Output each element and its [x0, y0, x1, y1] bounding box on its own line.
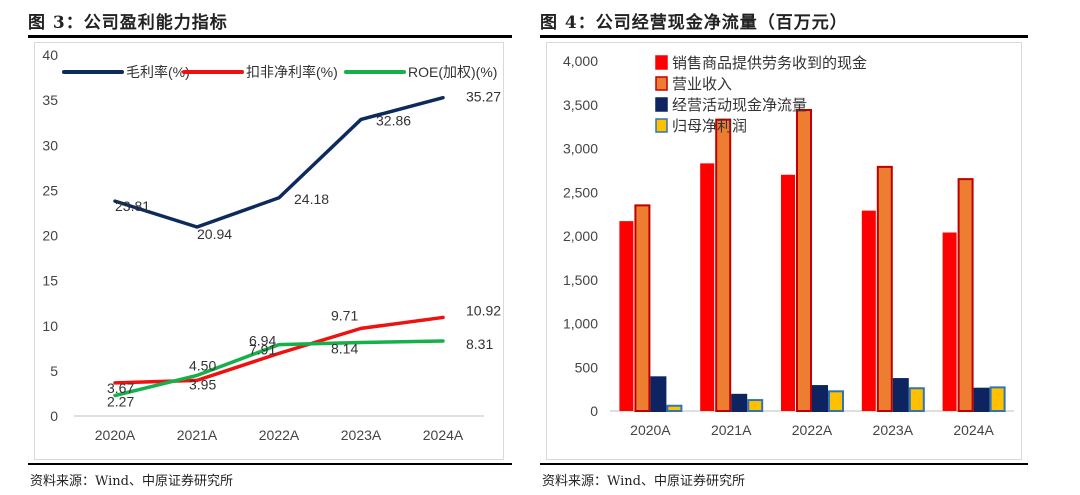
- bar: [715, 118, 732, 412]
- bar: [731, 393, 748, 412]
- left-top-rule: [28, 35, 512, 38]
- y-tick-label: 2,500: [563, 184, 598, 200]
- y-tick-label: 10: [42, 318, 58, 334]
- data-label: 2.27: [107, 394, 134, 410]
- y-tick-label: 20: [42, 228, 58, 244]
- data-label: 9.71: [331, 307, 358, 323]
- bar: [619, 221, 634, 411]
- legend-label: 归母净利润: [672, 118, 747, 135]
- bar: [812, 385, 828, 412]
- series-line: [113, 95, 445, 229]
- legend-label: ROE(加权)(%): [408, 64, 497, 80]
- y-tick-label: 2,000: [563, 228, 598, 244]
- profitability-line-chart: 0 5 10 15 20 25 30 35 40 2020A 2021A 2022A 2023A 2024…: [34, 42, 504, 460]
- bar: [908, 387, 925, 412]
- x-tick-label: 2020A: [95, 427, 136, 443]
- legend-label: 经营活动现金净流量: [672, 97, 807, 114]
- data-label: 35.27: [466, 89, 501, 105]
- data-label: 8.14: [331, 341, 358, 357]
- bar: [861, 210, 876, 411]
- series-line: [113, 339, 445, 398]
- bar: [700, 163, 715, 411]
- data-label: 24.18: [294, 191, 329, 207]
- chart-frame: [34, 42, 504, 460]
- x-tick-label: 2021A: [177, 427, 218, 443]
- series-line: [113, 315, 445, 385]
- legend-swatch: [655, 97, 668, 112]
- data-label: 32.86: [376, 112, 411, 128]
- y-tick-label: 4,000: [563, 53, 598, 69]
- legend-label: 扣非净利率(%): [246, 64, 338, 80]
- y-tick-label: 40: [42, 47, 58, 63]
- right-source-note: 资料来源：Wind、中原证券研究所: [542, 474, 745, 489]
- left-source-note: 资料来源：Wind、中原证券研究所: [30, 474, 233, 489]
- right-panel: 图 4：公司经营现金净流量（百万元） 0 500 1,000 1,500 2,000 2,…: [540, 0, 1028, 495]
- bar: [973, 387, 990, 412]
- legend-label: 毛利率(%): [126, 64, 190, 80]
- data-label: 8.31: [466, 336, 493, 352]
- x-tick-label: 2021A: [711, 422, 752, 438]
- x-tick-label: 2022A: [792, 422, 833, 438]
- right-panel-title: 图 4：公司经营现金净流量（百万元）: [540, 13, 848, 33]
- x-tick-label: 2024A: [953, 422, 994, 438]
- legend-swatch: [655, 55, 668, 70]
- bar: [747, 399, 764, 412]
- data-label: 6.94: [249, 332, 276, 348]
- bar: [942, 232, 957, 411]
- y-tick-label: 0: [50, 408, 58, 424]
- chart-frame: [546, 42, 1022, 460]
- legend-swatch: [655, 118, 668, 133]
- left-panel-title: 图 3：公司盈利能力指标: [28, 13, 228, 33]
- y-tick-label: 1,000: [563, 316, 598, 332]
- x-tick-label: 2020A: [630, 422, 671, 438]
- left-bottom-rule: [28, 463, 512, 465]
- legend-swatch: [655, 76, 668, 91]
- data-label: 3.95: [189, 376, 216, 392]
- legend-label: 营业收入: [672, 76, 732, 93]
- y-tick-label: 0: [590, 403, 598, 419]
- bar: [634, 204, 651, 412]
- bar: [876, 165, 893, 412]
- y-tick-label: 1,500: [563, 272, 598, 288]
- data-label: 4.50: [189, 357, 216, 373]
- left-panel: 图 3：公司盈利能力指标 0 5 10 15 20 25 30 35 40 2020A 2021A 2…: [28, 0, 512, 495]
- bar: [666, 404, 683, 412]
- right-top-rule: [540, 35, 1028, 38]
- bar: [989, 386, 1006, 412]
- cashflow-bar-chart: 0 500 1,000 1,500 2,000 2,500 3,000 3,500 4,000 2…: [546, 42, 1022, 460]
- x-tick-label: 2024A: [423, 427, 464, 443]
- y-tick-label: 5: [50, 363, 58, 379]
- right-bottom-rule: [540, 463, 1028, 465]
- y-tick-label: 35: [42, 92, 58, 108]
- bar: [957, 178, 974, 412]
- y-tick-label: 3,000: [563, 141, 598, 157]
- y-tick-label: 500: [575, 359, 599, 375]
- data-label: 23.81: [115, 198, 150, 214]
- data-label: 3.67: [107, 380, 134, 396]
- data-label: 7.91: [249, 342, 276, 358]
- y-tick-label: 3,500: [563, 97, 598, 113]
- x-tick-label: 2022A: [259, 427, 300, 443]
- x-tick-label: 2023A: [341, 427, 382, 443]
- x-tick-label: 2023A: [873, 422, 914, 438]
- y-tick-label: 15: [42, 273, 58, 289]
- data-label: 10.92: [466, 302, 501, 318]
- y-tick-label: 25: [42, 182, 58, 198]
- bar: [892, 378, 909, 412]
- bar: [650, 376, 667, 412]
- bar: [828, 390, 844, 412]
- bar: [781, 174, 795, 411]
- bar: [796, 109, 812, 412]
- legend-label: 销售商品提供劳务收到的现金: [672, 55, 867, 72]
- y-tick-label: 30: [42, 137, 58, 153]
- data-label: 20.94: [197, 226, 232, 242]
